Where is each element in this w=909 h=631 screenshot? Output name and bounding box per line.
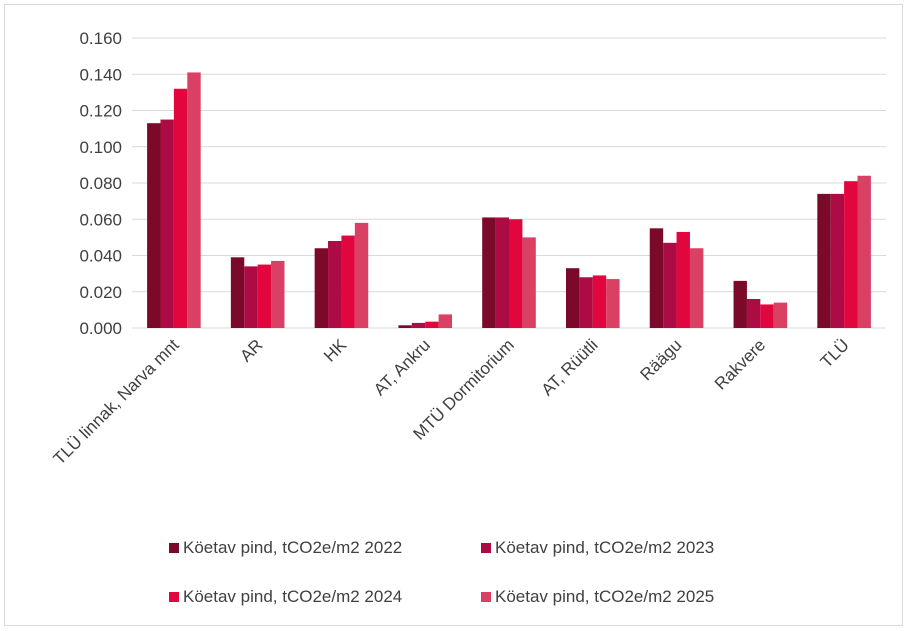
bar xyxy=(271,260,285,328)
bar xyxy=(522,237,536,328)
x-tick-label: Räägu xyxy=(637,335,686,384)
legend-label: Köetav pind, tCO2e/m2 2024 xyxy=(183,587,402,606)
bar xyxy=(354,222,369,328)
bar xyxy=(817,193,831,328)
bar-chart: 0.000 0.020 0.040 0.060 0.080 0.100 0.120 0.140… xyxy=(50,29,886,606)
chart-frame: 0.000 0.020 0.040 0.060 0.080 0.100 0.120 0.140… xyxy=(4,4,903,626)
bar xyxy=(649,228,664,328)
legend-label: Köetav pind, tCO2e/m2 2023 xyxy=(495,538,714,557)
x-tick-label: TLÜ xyxy=(817,335,853,371)
bar xyxy=(509,219,523,328)
legend-swatch xyxy=(481,543,491,553)
bar xyxy=(425,321,439,328)
legend: Köetav pind, tCO2e/m2 2022 Köetav pind, t… xyxy=(169,538,714,606)
bar xyxy=(482,217,496,328)
legend-swatch xyxy=(481,592,491,602)
x-tick-label: TLÜ linnak, Narva mnt xyxy=(50,335,183,468)
bar xyxy=(676,231,690,328)
bar xyxy=(147,123,161,328)
bar xyxy=(830,193,845,328)
x-tick-label: AT, Ankru xyxy=(370,335,434,399)
gridlines xyxy=(132,37,886,329)
y-tick-label: 0.160 xyxy=(79,29,122,48)
bar xyxy=(689,248,704,328)
legend-label: Köetav pind, tCO2e/m2 2025 xyxy=(495,587,714,606)
y-tick-label: 0.140 xyxy=(79,65,122,84)
x-tick-label: AR xyxy=(236,335,266,365)
bar xyxy=(746,299,761,328)
x-tick-label: HK xyxy=(320,335,351,366)
bar xyxy=(773,302,788,328)
bar xyxy=(341,235,355,328)
bar xyxy=(438,314,453,328)
legend-swatch xyxy=(169,543,179,553)
bar xyxy=(760,304,774,328)
bar xyxy=(857,175,871,328)
bar xyxy=(495,217,509,328)
y-tick-label: 0.120 xyxy=(79,102,122,121)
bar xyxy=(328,241,342,328)
y-tick-label: 0.020 xyxy=(79,283,122,302)
bar xyxy=(398,325,412,328)
bar xyxy=(579,277,593,328)
x-tick-label: AT, Rüütli xyxy=(538,335,602,399)
bar xyxy=(733,280,747,328)
bar xyxy=(314,248,329,328)
legend-swatch xyxy=(169,592,179,602)
bar xyxy=(244,266,258,328)
bar xyxy=(187,72,201,328)
y-tick-label: 0.100 xyxy=(79,138,122,157)
bar xyxy=(160,119,174,328)
legend-label: Köetav pind, tCO2e/m2 2022 xyxy=(183,538,402,557)
bar xyxy=(173,88,188,328)
y-tick-label: 0.000 xyxy=(79,319,122,338)
bars xyxy=(147,72,871,328)
x-tick-label: Rakvere xyxy=(711,335,769,393)
bar xyxy=(844,181,858,328)
y-tick-label: 0.040 xyxy=(79,247,122,266)
bar xyxy=(565,268,580,328)
bar xyxy=(663,242,677,328)
bar xyxy=(230,257,245,328)
bar xyxy=(606,279,620,328)
y-tick-label: 0.060 xyxy=(79,210,122,229)
bar xyxy=(592,275,607,328)
y-axis-ticks: 0.000 0.020 0.040 0.060 0.080 0.100 0.120 0.140… xyxy=(79,29,122,338)
bar xyxy=(411,322,426,328)
bar xyxy=(257,264,272,328)
y-tick-label: 0.080 xyxy=(79,174,122,193)
